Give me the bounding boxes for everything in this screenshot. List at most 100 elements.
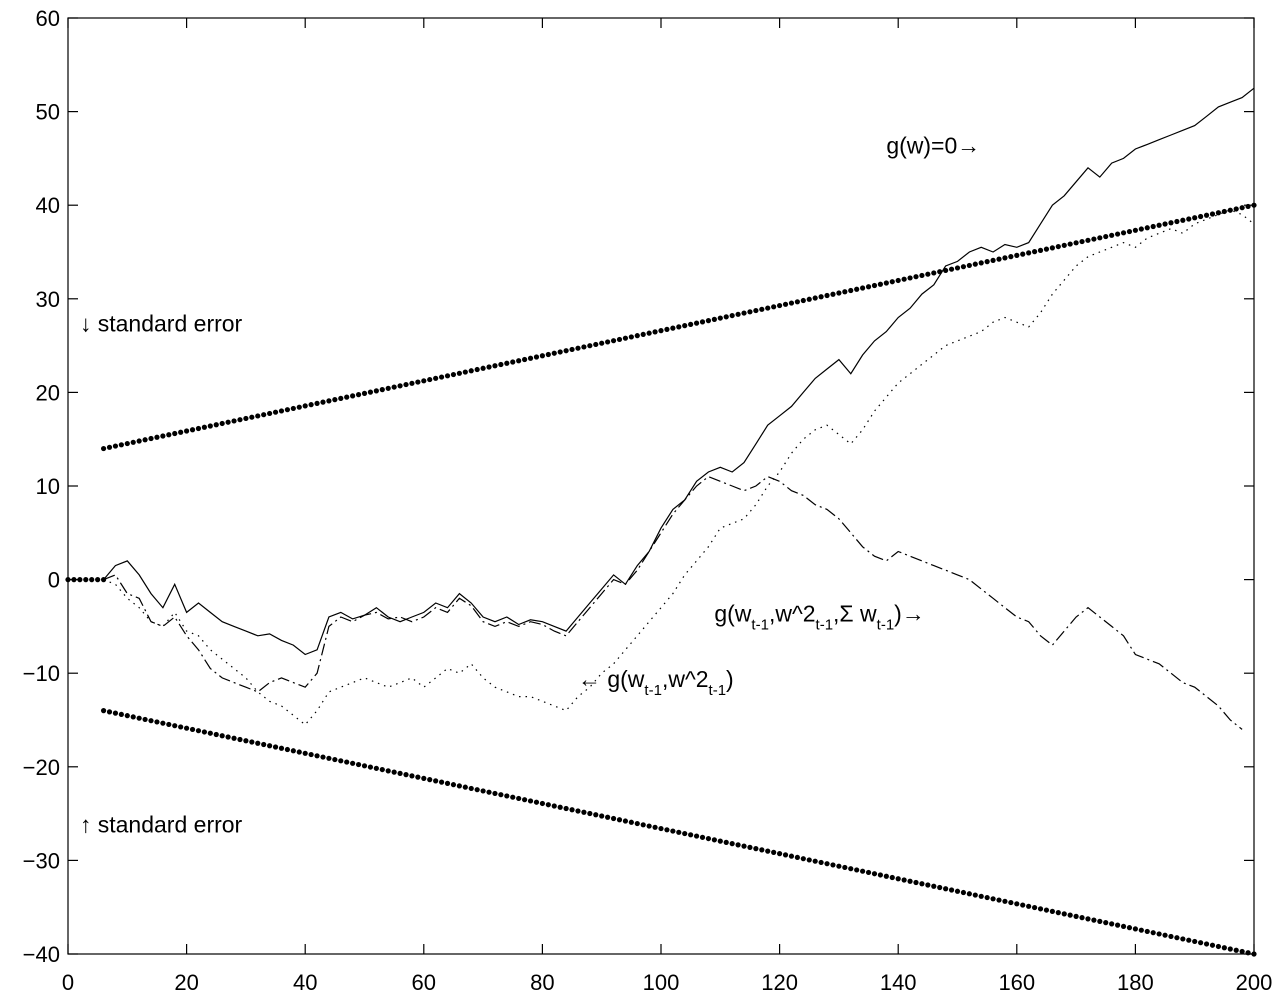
series-5-point xyxy=(836,863,842,869)
series-5-point xyxy=(759,847,765,853)
series-4-point xyxy=(634,333,640,339)
series-5-point xyxy=(1031,904,1038,911)
series-4-point xyxy=(444,373,451,379)
series-5-point xyxy=(824,861,830,867)
series-5-point xyxy=(1103,920,1109,926)
series-4-point xyxy=(433,375,439,381)
series-5-point xyxy=(788,853,795,859)
series-4-point xyxy=(184,428,190,434)
series-4-point xyxy=(1085,237,1091,243)
series-5-point xyxy=(189,726,196,733)
series-4-point xyxy=(178,429,184,435)
series-5-point xyxy=(486,789,492,795)
series-4-point xyxy=(486,364,492,370)
series-5-point xyxy=(1085,916,1091,922)
series-4-point xyxy=(788,300,795,306)
series-5-point xyxy=(777,851,783,857)
series-5-point xyxy=(456,783,462,789)
series-4-point xyxy=(605,339,611,345)
series-5-point xyxy=(871,871,878,877)
series-4-point xyxy=(1221,208,1227,215)
series-5-point xyxy=(498,792,504,798)
series-4-point xyxy=(943,267,949,274)
y-tick-label: −20 xyxy=(23,755,60,780)
series-4-point xyxy=(913,274,919,280)
series-4-point xyxy=(207,423,213,429)
series-5-point xyxy=(943,886,949,892)
series-4-point xyxy=(1186,216,1192,222)
series-4-point xyxy=(456,370,462,376)
series-4-point xyxy=(1002,255,1008,261)
series-group xyxy=(65,87,1257,957)
series-4-point xyxy=(753,307,759,314)
series-1-line xyxy=(103,475,1243,730)
series-5-point xyxy=(842,864,848,871)
series-4-point xyxy=(593,341,599,348)
series-5-point xyxy=(593,812,599,818)
series-5-point xyxy=(444,780,451,786)
series-5-point xyxy=(320,754,326,760)
series-4-point xyxy=(361,390,368,396)
series-5-point xyxy=(225,734,231,740)
series-5-point xyxy=(516,795,522,802)
series-5-point xyxy=(984,894,990,901)
series-4-point xyxy=(711,316,717,322)
series-4-point xyxy=(1126,228,1133,235)
series-4-point xyxy=(599,340,605,346)
series-4-point xyxy=(717,315,723,321)
series-5-point xyxy=(296,749,302,755)
series-4-point xyxy=(640,331,646,338)
series-4-point xyxy=(1020,251,1026,257)
y-tick-label: 30 xyxy=(36,287,60,312)
series-4-point xyxy=(492,363,498,369)
series-5-point xyxy=(278,745,285,751)
series-4-point xyxy=(818,294,824,300)
series-5-point xyxy=(1209,942,1216,948)
series-5-point xyxy=(344,759,350,765)
annotations: g(w)=0→ ↓ standard error ↑ standard error g… xyxy=(80,133,980,838)
series-4-point xyxy=(1144,225,1150,231)
series-5-point xyxy=(782,852,789,858)
series-5-point xyxy=(966,891,972,897)
series-4-point xyxy=(1055,243,1061,250)
series-4-point xyxy=(575,345,581,351)
series-5-point xyxy=(433,778,439,784)
series-5-point xyxy=(1067,912,1073,918)
series-5-point xyxy=(931,883,937,889)
series-4-point xyxy=(136,438,142,444)
series-4-point xyxy=(527,355,534,361)
series-5-point xyxy=(1233,947,1239,953)
series-4-point xyxy=(403,381,409,388)
series-4-point xyxy=(1251,202,1257,208)
x-tick-label: 80 xyxy=(530,970,554,995)
series-5-point xyxy=(1073,913,1079,919)
series-4-point xyxy=(1103,233,1109,240)
series-4-point xyxy=(391,384,397,390)
series-5-point xyxy=(1079,915,1085,921)
series-5-point xyxy=(450,782,457,788)
series-5-point xyxy=(664,827,670,833)
series-5-point xyxy=(314,753,320,759)
series-5-point xyxy=(901,877,907,883)
series-5-point xyxy=(1026,903,1032,909)
series-5-point xyxy=(438,779,445,785)
series-4-point xyxy=(966,262,972,269)
series-4-point xyxy=(557,349,563,355)
series-5-point xyxy=(948,887,955,893)
series-3-point xyxy=(100,577,107,583)
series-5-point xyxy=(1180,936,1186,942)
series-4-point xyxy=(830,291,836,297)
series-5-point xyxy=(237,736,243,743)
series-5-point xyxy=(474,787,480,793)
y-tick-label: −30 xyxy=(23,848,60,873)
series-5-point xyxy=(332,756,338,763)
series-5-point xyxy=(658,825,664,832)
series-4-point xyxy=(984,259,990,265)
series-5-point xyxy=(1020,902,1026,908)
series-4-point xyxy=(622,335,629,341)
annotation-0: g(w)=0→ xyxy=(886,133,980,159)
series-3-point xyxy=(71,577,77,583)
series-5-point xyxy=(1215,943,1222,950)
series-5-point xyxy=(272,744,279,750)
series-4-point xyxy=(919,272,925,279)
